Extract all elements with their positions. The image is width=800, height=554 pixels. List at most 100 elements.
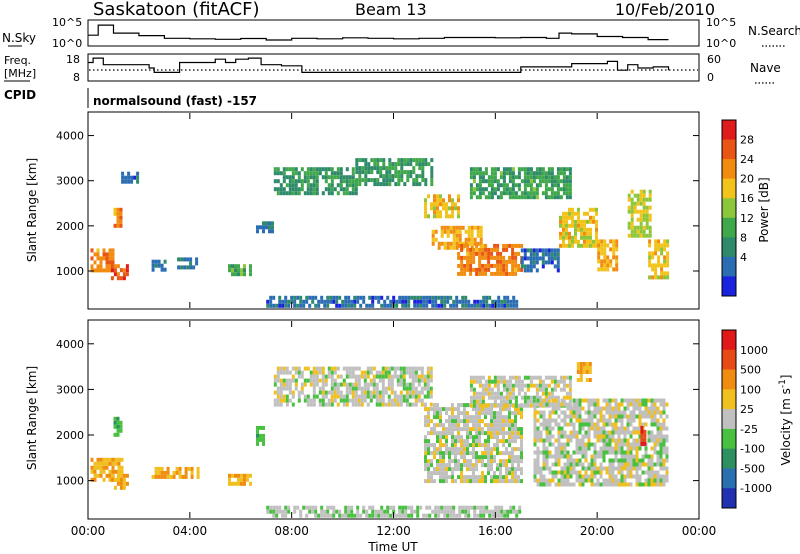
heatmap-cell: [526, 383, 530, 388]
heatmap-cell: [439, 431, 442, 436]
heatmap-cell: [315, 374, 319, 379]
heatmap-cell: [119, 223, 123, 228]
heatmap-cell: [282, 167, 286, 172]
heatmap-cell: [117, 457, 121, 462]
nsky-strip-frame: [87, 19, 700, 47]
heatmap-cell: [457, 419, 460, 424]
heatmap-cell: [533, 462, 537, 467]
heatmap-cell: [336, 175, 340, 180]
heatmap-cell: [643, 429, 647, 434]
heatmap-cell: [332, 513, 336, 518]
heatmap-cell: [478, 475, 481, 480]
heatmap-cell: [551, 406, 555, 411]
heatmap-cell: [511, 179, 515, 184]
heatmap-cell: [587, 466, 591, 471]
heatmap-cell: [635, 478, 639, 483]
heatmap-cell: [526, 403, 530, 408]
heatmap-cell: [505, 263, 509, 268]
heatmap-cell: [620, 414, 624, 419]
heatmap-cell: [273, 398, 277, 403]
heatmap-cell: [523, 171, 527, 176]
heatmap-cell: [578, 430, 582, 435]
heatmap-cell: [502, 443, 505, 448]
heatmap-cell: [586, 243, 589, 248]
heatmap-cell: [665, 458, 669, 463]
heatmap-cell: [333, 370, 337, 375]
heatmap-cell: [443, 245, 447, 250]
heatmap-cell: [228, 473, 231, 478]
heatmap-cell: [560, 398, 564, 403]
heatmap-cell: [389, 299, 393, 304]
heatmap-cell: [569, 474, 573, 479]
heatmap-cell: [479, 229, 483, 234]
heatmap-cell: [355, 158, 359, 163]
heatmap-cell: [475, 395, 479, 400]
heatmap-cell: [402, 374, 406, 379]
heatmap-cell: [285, 386, 289, 391]
heatmap-cell: [345, 394, 349, 399]
heatmap-cell: [496, 383, 500, 388]
heatmap-cell: [249, 272, 252, 277]
heatmap-cell: [490, 447, 493, 452]
heatmap-cell: [620, 482, 624, 487]
heatmap-cell: [608, 446, 612, 451]
heatmap-cell: [473, 237, 477, 242]
heatmap-cell: [487, 391, 491, 396]
heatmap-cell: [499, 391, 503, 396]
heatmap-cell: [342, 179, 346, 184]
heatmap-cell: [508, 423, 511, 428]
heatmap-cell: [511, 419, 514, 424]
heatmap-cell: [582, 366, 586, 370]
heatmap-cell: [656, 442, 660, 447]
heatmap-cell: [553, 264, 557, 269]
colorbar-tick-label: -100: [740, 443, 765, 456]
heatmap-cell: [321, 366, 325, 371]
heatmap-cell: [268, 229, 271, 234]
heatmap-cell: [330, 382, 334, 387]
heatmap-cell: [579, 370, 583, 374]
heatmap-cell: [481, 387, 485, 392]
heatmap-cell: [632, 426, 636, 431]
heatmap-cell: [612, 247, 616, 252]
beam-label: Beam 13: [355, 0, 427, 19]
heatmap-cell: [113, 223, 117, 228]
heatmap-cell: [612, 251, 616, 256]
heatmap-cell: [641, 402, 645, 407]
heatmap-cell: [351, 390, 355, 395]
heatmap-cell: [532, 395, 536, 400]
heatmap-cell: [538, 379, 542, 384]
heatmap-cell: [412, 182, 416, 187]
heatmap-cell: [291, 167, 295, 172]
heatmap-cell: [472, 399, 476, 404]
heatmap-cell: [490, 263, 494, 268]
heatmap-cell: [460, 479, 463, 484]
heatmap-cell: [496, 255, 500, 260]
heatmap-cell: [641, 398, 645, 403]
heatmap-cell: [545, 462, 549, 467]
heatmap-cell: [484, 243, 488, 248]
heatmap-cell: [399, 394, 403, 399]
heatmap-cell: [476, 241, 480, 246]
heatmap-cell: [332, 299, 336, 304]
heatmap-cell: [342, 402, 346, 407]
heatmap-cell: [445, 475, 448, 480]
heatmap-cell: [656, 430, 660, 435]
heatmap-cell: [333, 366, 337, 371]
heatmap-cell: [363, 374, 367, 379]
heatmap-cell: [102, 477, 106, 482]
heatmap-cell: [445, 443, 448, 448]
heatmap-cell: [407, 513, 411, 518]
heatmap-cell: [430, 459, 433, 464]
heatmap-cell: [475, 419, 478, 424]
heatmap-cell: [554, 458, 558, 463]
heatmap-cell: [578, 406, 582, 411]
heatmap-cell: [481, 407, 484, 412]
heatmap-cell: [424, 210, 427, 215]
heatmap-cell: [275, 505, 279, 510]
heatmap-cell: [642, 205, 646, 210]
heatmap-cell: [656, 438, 660, 443]
heatmap-cell: [511, 259, 515, 264]
heatmap-cell: [466, 243, 470, 248]
heatmap-cell: [517, 403, 521, 408]
heatmap-cell: [523, 167, 527, 172]
